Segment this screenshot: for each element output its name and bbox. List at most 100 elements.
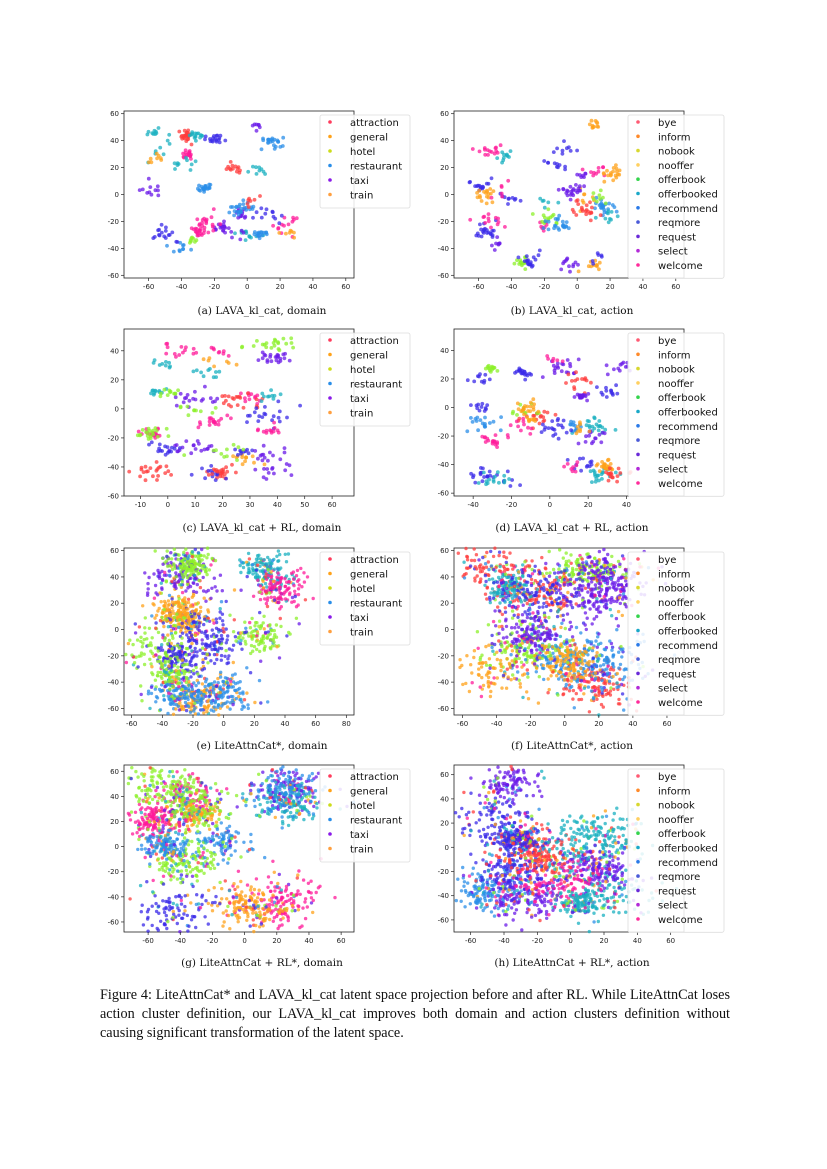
- data-point: [218, 610, 222, 614]
- data-point: [173, 615, 177, 620]
- data-point: [615, 671, 619, 676]
- scatter-points: [127, 336, 302, 483]
- data-point: [269, 566, 273, 570]
- data-point: [299, 566, 303, 571]
- data-point: [185, 393, 190, 397]
- data-point: [201, 564, 206, 568]
- data-point: [500, 150, 505, 155]
- data-point: [196, 681, 201, 685]
- data-point: [578, 393, 583, 398]
- data-point: [519, 660, 524, 664]
- data-point: [183, 562, 188, 566]
- data-point: [473, 576, 477, 580]
- data-point: [262, 394, 266, 399]
- data-point: [182, 676, 186, 680]
- data-point: [608, 586, 612, 590]
- data-point: [552, 226, 556, 231]
- data-point: [479, 665, 484, 669]
- legend-label: general: [350, 133, 388, 144]
- data-point: [193, 159, 198, 164]
- data-point: [511, 563, 515, 568]
- data-point: [492, 248, 497, 252]
- data-point: [258, 584, 263, 588]
- data-point: [590, 648, 595, 653]
- data-point: [596, 166, 601, 170]
- data-point: [210, 628, 214, 632]
- data-point: [155, 184, 160, 189]
- data-point: [213, 406, 218, 410]
- data-point: [521, 416, 526, 421]
- data-point: [297, 583, 301, 587]
- data-point: [588, 218, 593, 223]
- data-point: [246, 205, 251, 209]
- data-point: [202, 554, 206, 558]
- scatter-points: [124, 546, 315, 717]
- data-point: [189, 247, 193, 252]
- data-point: [285, 415, 289, 420]
- data-point: [202, 622, 206, 627]
- data-point: [506, 202, 510, 206]
- data-point: [587, 429, 592, 434]
- data-point: [526, 671, 530, 676]
- data-point: [532, 662, 537, 666]
- data-point: [212, 661, 217, 666]
- data-point: [514, 640, 518, 644]
- data-point: [260, 452, 264, 457]
- data-point: [218, 640, 222, 644]
- data-point: [154, 653, 158, 657]
- data-point: [492, 676, 496, 680]
- data-point: [188, 154, 193, 158]
- y-tick-label: 60: [110, 110, 119, 118]
- data-point: [221, 694, 225, 698]
- y-tick-label: -60: [438, 490, 449, 498]
- data-point: [151, 361, 156, 365]
- data-point: [219, 646, 224, 651]
- scatter-points: [465, 354, 633, 488]
- data-point: [262, 411, 267, 416]
- data-point: [205, 446, 210, 451]
- data-point: [253, 629, 257, 633]
- data-point: [256, 231, 261, 236]
- data-point: [240, 700, 244, 704]
- data-point: [282, 446, 287, 450]
- data-point: [173, 443, 177, 448]
- data-point: [246, 391, 250, 396]
- data-point: [505, 635, 509, 639]
- data-point: [592, 562, 596, 567]
- data-point: [165, 138, 170, 143]
- data-point: [273, 633, 277, 637]
- data-point: [241, 692, 245, 696]
- data-point: [596, 424, 601, 429]
- data-point: [278, 596, 283, 600]
- data-point: [538, 196, 543, 201]
- data-point: [150, 651, 154, 655]
- data-point: [198, 409, 203, 414]
- data-point: [479, 563, 483, 567]
- data-point: [199, 703, 203, 707]
- data-point: [192, 573, 197, 577]
- data-point: [605, 671, 610, 675]
- data-point: [483, 221, 488, 225]
- data-point: [560, 148, 565, 153]
- data-point: [616, 582, 621, 587]
- data-point: [482, 435, 487, 440]
- data-point: [171, 684, 175, 689]
- data-point: [526, 262, 531, 267]
- data-point: [551, 651, 555, 655]
- data-point: [562, 571, 566, 576]
- data-point: [184, 708, 189, 713]
- data-point: [493, 682, 497, 686]
- y-tick-label: 20: [440, 164, 449, 172]
- data-point: [192, 691, 196, 696]
- data-point: [206, 610, 211, 614]
- data-point: [311, 596, 315, 601]
- data-point: [226, 354, 231, 358]
- data-point: [251, 344, 256, 348]
- data-point: [215, 657, 219, 662]
- data-point: [255, 554, 260, 558]
- data-point: [526, 654, 530, 658]
- data-point: [499, 664, 503, 669]
- data-point: [190, 609, 194, 614]
- data-point: [276, 139, 281, 144]
- data-point: [473, 480, 478, 485]
